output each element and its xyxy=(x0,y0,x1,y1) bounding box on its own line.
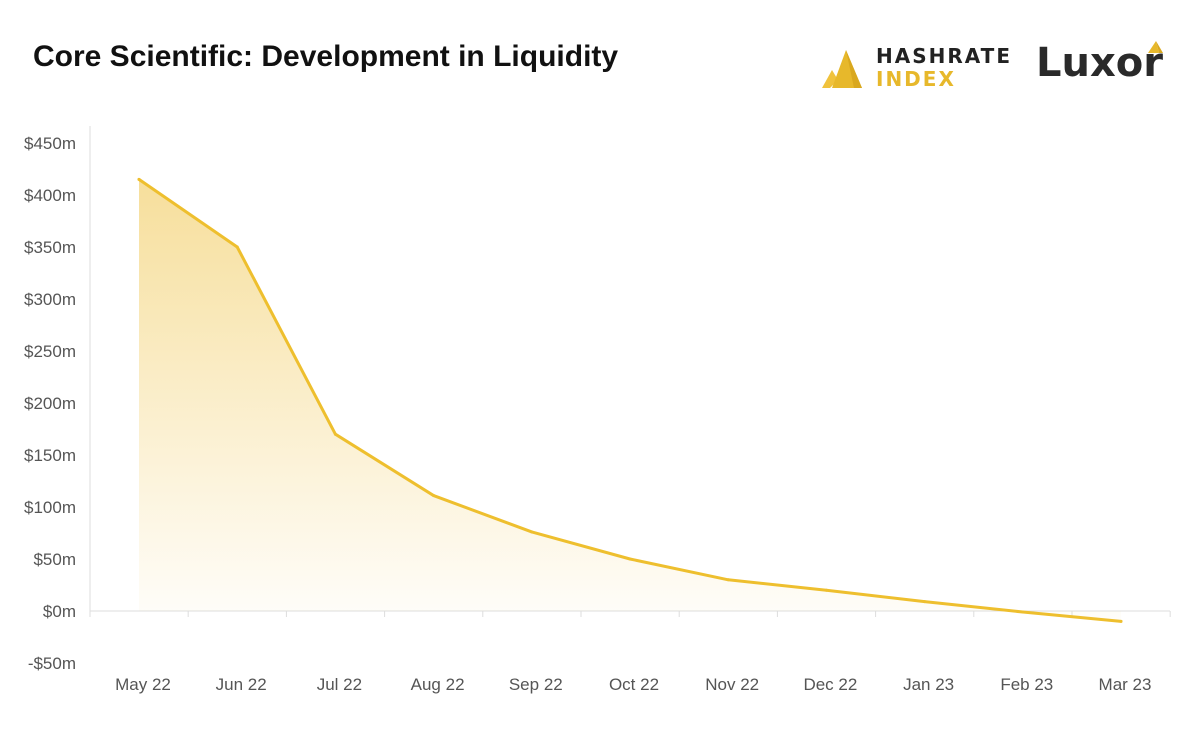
index-text: INDEX xyxy=(876,67,956,91)
x-tick-label: Jan 23 xyxy=(903,675,954,694)
y-tick-label: $300m xyxy=(24,290,76,309)
luxor-logo: Luxor xyxy=(1036,38,1166,88)
data-point-jun-22 xyxy=(235,245,239,249)
luxor-mark-icon xyxy=(1148,41,1163,53)
x-tick-label: Sep 22 xyxy=(509,675,563,694)
y-tick-label: $200m xyxy=(24,394,76,413)
area-fill xyxy=(139,179,1121,622)
data-points xyxy=(137,177,1123,623)
luxor-text: Luxor xyxy=(1036,40,1163,86)
data-point-feb-23 xyxy=(1021,610,1025,614)
x-tick-label: Mar 23 xyxy=(1099,675,1152,694)
data-point-dec-22 xyxy=(824,588,828,592)
x-tick-label: Oct 22 xyxy=(609,675,659,694)
y-tick-label: $0m xyxy=(43,602,76,621)
x-tick-label: Dec 22 xyxy=(803,675,857,694)
x-tick-label: May 22 xyxy=(115,675,171,694)
y-axis-ticks: -$50m $0m $50m $100m $150m $200m $250m $300m $35… xyxy=(24,134,76,673)
hashrate-index-mark-icon xyxy=(822,50,862,88)
hashrate-text: HASHRATE xyxy=(876,44,1012,68)
hashrate-index-logo: HASHRATE INDEX xyxy=(818,42,1010,91)
x-tick-label: Nov 22 xyxy=(705,675,759,694)
y-tick-label: -$50m xyxy=(28,654,76,673)
y-tick-label: $100m xyxy=(24,498,76,517)
chart-title: Core Scientific: Development in Liquidit… xyxy=(33,40,619,73)
data-point-may-22 xyxy=(137,177,141,181)
y-tick-label: $450m xyxy=(24,134,76,153)
x-tick-label: Feb 23 xyxy=(1000,675,1053,694)
data-point-aug-22 xyxy=(432,494,436,498)
x-tick-label: Jun 22 xyxy=(216,675,267,694)
y-tick-label: $350m xyxy=(24,238,76,257)
data-point-sep-22 xyxy=(530,530,534,534)
y-tick-label: $250m xyxy=(24,342,76,361)
data-point-mar-23 xyxy=(1119,619,1123,623)
y-tick-label: $150m xyxy=(24,446,76,465)
data-point-jul-22 xyxy=(333,432,337,436)
x-tick-label: Jul 22 xyxy=(317,675,362,694)
liquidity-area xyxy=(139,179,1121,622)
y-tick-label: $50m xyxy=(33,550,76,569)
y-tick-label: $400m xyxy=(24,186,76,205)
data-point-jan-23 xyxy=(923,600,927,604)
x-axis-ticks: May 22 Jun 22 Jul 22 Aug 22 Sep 22 Oct 22 Nov … xyxy=(115,675,1151,694)
x-tick-label: Aug 22 xyxy=(411,675,465,694)
data-point-nov-22 xyxy=(726,578,730,582)
data-point-oct-22 xyxy=(628,557,632,561)
